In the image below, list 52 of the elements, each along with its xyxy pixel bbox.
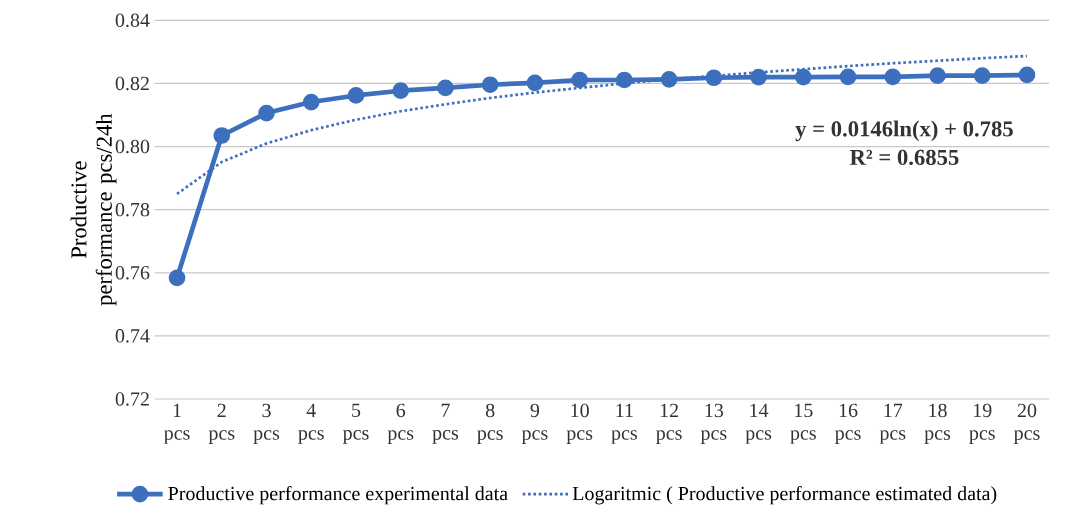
x-tick-label: 4 pcs bbox=[298, 403, 324, 444]
x-tick-label: 8 pcs bbox=[477, 403, 503, 444]
y-tick-label: 0.72 bbox=[115, 392, 149, 406]
x-tick-label: 15 pcs bbox=[790, 403, 816, 444]
point bbox=[526, 74, 544, 92]
point bbox=[168, 269, 186, 287]
point bbox=[347, 87, 365, 104]
point bbox=[258, 104, 275, 122]
x-tick-label: 11 pcs bbox=[611, 403, 637, 444]
x-tick-label: 2 pcs bbox=[208, 403, 235, 444]
x-tick-label: 9 pcs bbox=[521, 403, 548, 444]
point bbox=[973, 67, 991, 84]
point bbox=[929, 67, 946, 84]
y-tick-label: 0.80 bbox=[115, 139, 150, 154]
point bbox=[794, 68, 812, 86]
y-tick-label: 0.74 bbox=[115, 329, 150, 343]
point bbox=[839, 68, 857, 86]
x-tick-label: 18 pcs bbox=[924, 403, 951, 444]
x-tick-label: 13 pcs bbox=[700, 403, 727, 444]
x-tick-label: 17 pcs bbox=[879, 403, 906, 444]
y-tick-label: 0.82 bbox=[115, 76, 149, 91]
point bbox=[750, 68, 767, 86]
x-tick-label: 7 pcs bbox=[432, 403, 459, 444]
point bbox=[571, 71, 588, 89]
legend-label: Logaritmic ( Productive performance estimated data) bbox=[572, 486, 997, 505]
point bbox=[1018, 66, 1036, 84]
point bbox=[481, 76, 499, 94]
x-tick-label: 16 pcs bbox=[835, 403, 861, 444]
x-tick-label: 20 pcs bbox=[1013, 403, 1040, 444]
point bbox=[213, 127, 231, 144]
point bbox=[705, 69, 723, 87]
x-tick-label: 5 pcs bbox=[342, 403, 369, 444]
point bbox=[616, 71, 633, 89]
y-tick-label: 0.78 bbox=[115, 202, 150, 217]
y-tick-label: 0.76 bbox=[115, 265, 150, 280]
point bbox=[392, 82, 410, 100]
x-tick-label: 1 pcs bbox=[164, 403, 190, 444]
x-tick-label: 19 pcs bbox=[969, 403, 995, 444]
y-axis-title: Productive performance pcs/24h bbox=[70, 113, 117, 306]
annotation: y = 0.0146ln(x) + 0.785 bbox=[795, 120, 1013, 142]
y-tick-label: 0.84 bbox=[115, 13, 150, 28]
legend-label: Productive performance experimental data bbox=[168, 486, 508, 505]
x-tick-label: 12 pcs bbox=[656, 403, 682, 444]
x-tick-label: 6 pcs bbox=[387, 403, 414, 444]
x-tick-label: 3 pcs bbox=[253, 403, 280, 444]
point bbox=[437, 79, 454, 97]
point bbox=[884, 68, 902, 86]
point bbox=[302, 93, 320, 111]
annotation: R² = 0.6855 bbox=[849, 149, 959, 166]
point bbox=[660, 71, 678, 88]
x-tick-label: 14 pcs bbox=[745, 403, 772, 444]
x-tick-label: 10 pcs bbox=[566, 403, 593, 444]
